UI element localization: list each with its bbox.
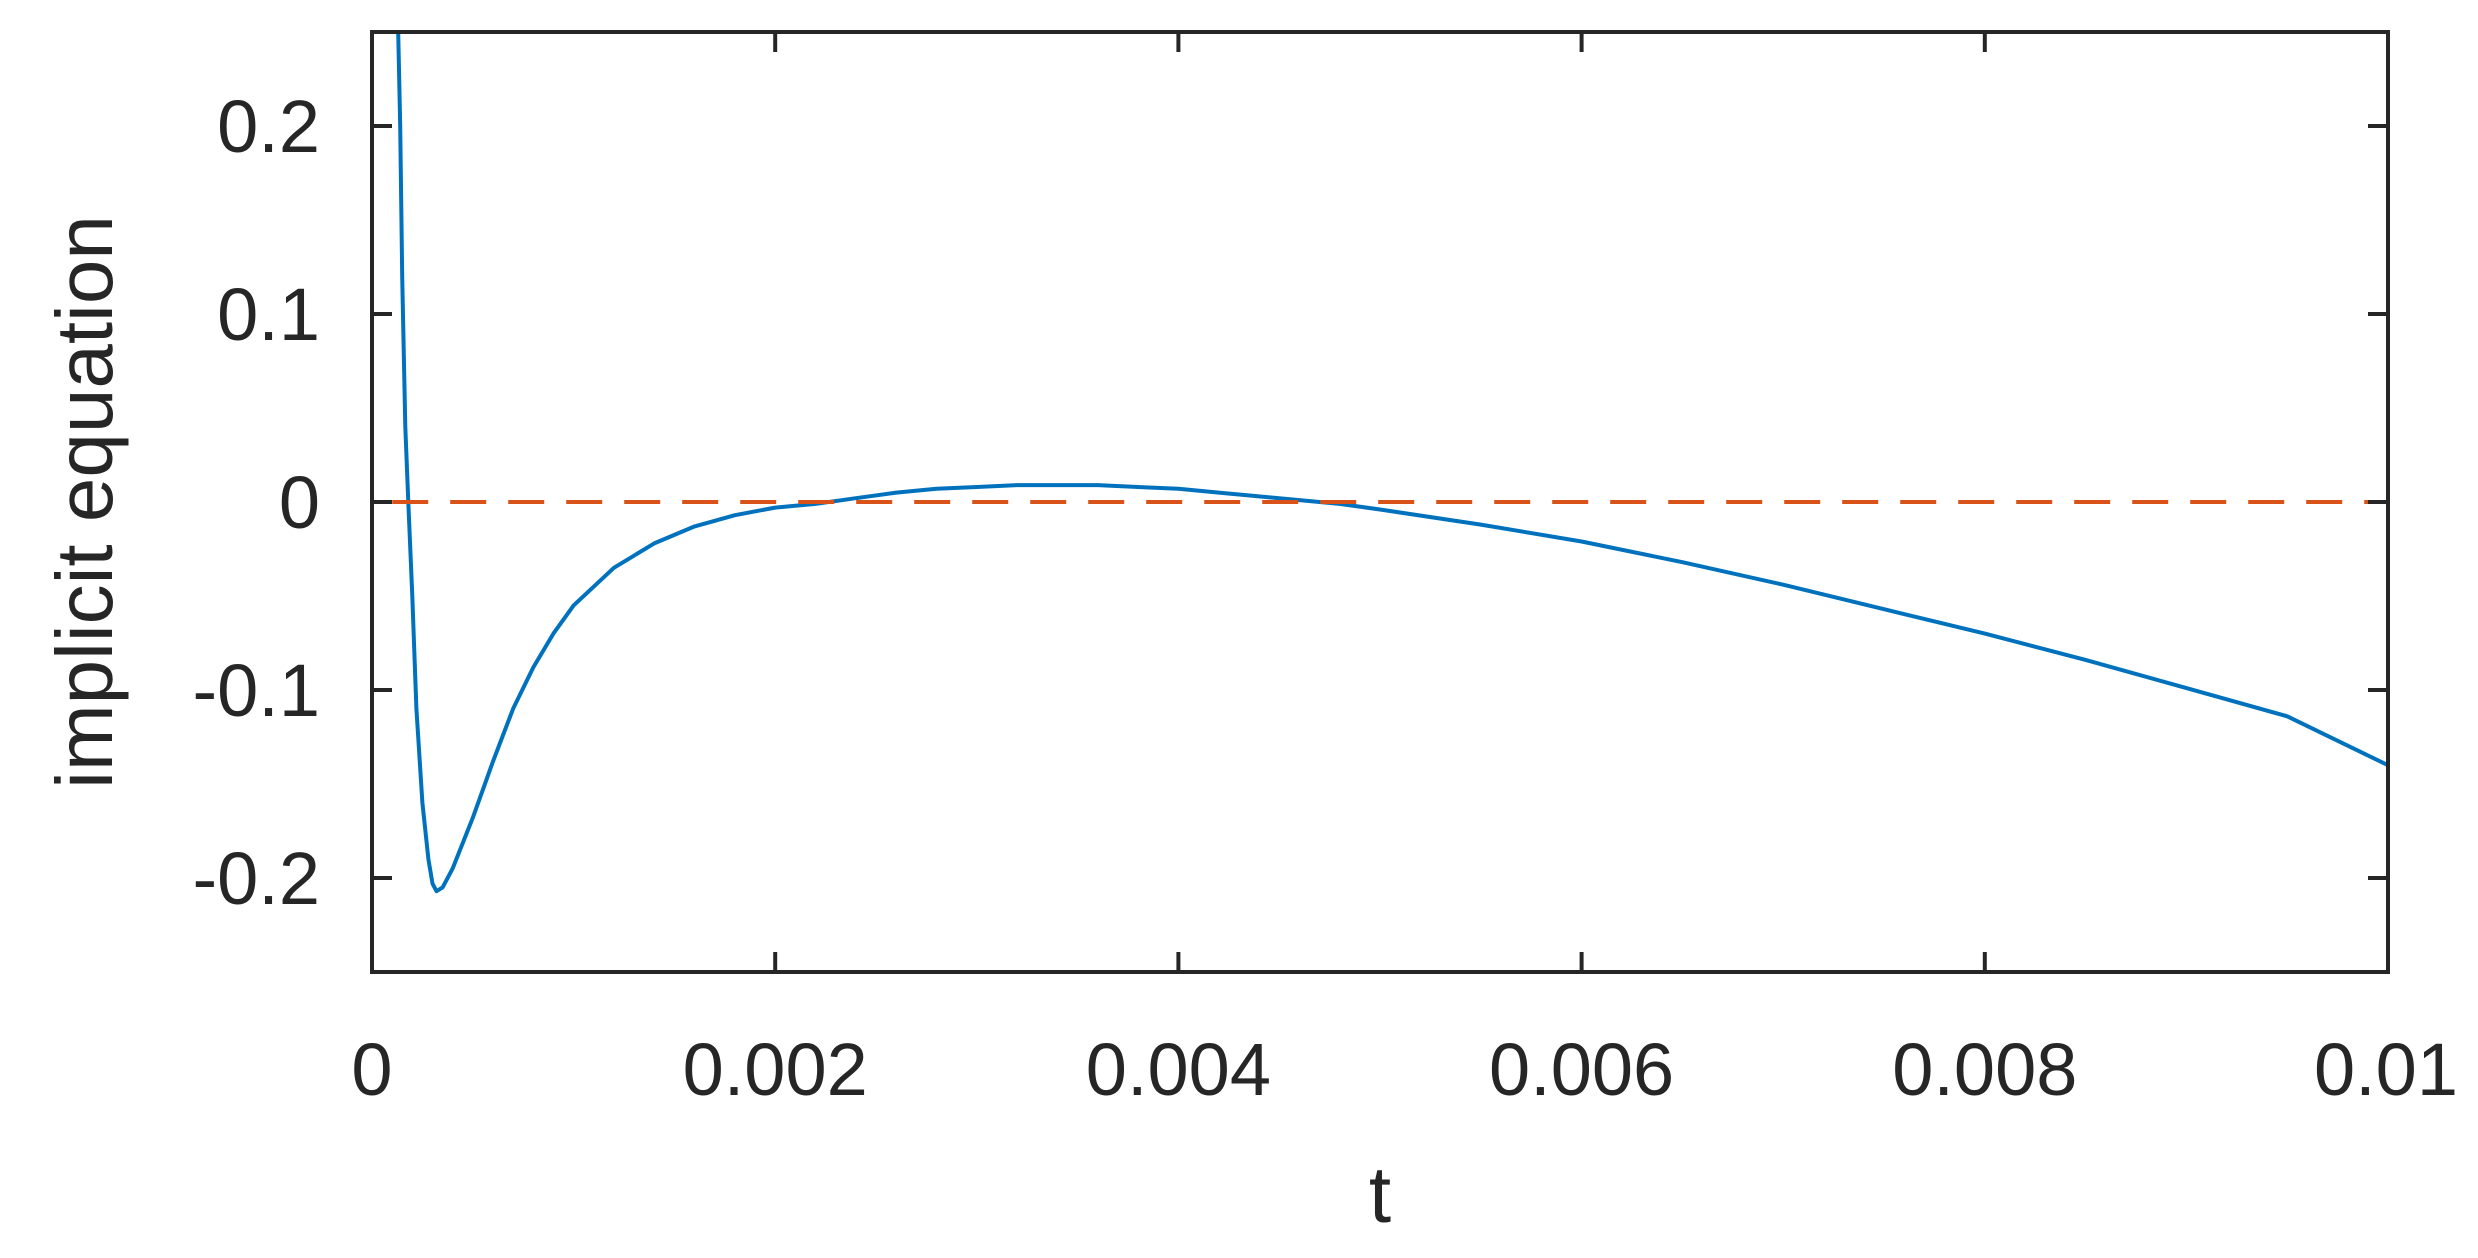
x-tick-label: 0.01 bbox=[2314, 1028, 2458, 1111]
y-tick-label: 0.2 bbox=[217, 85, 320, 168]
x-tick-label: 0.006 bbox=[1489, 1028, 1674, 1111]
y-tick-label: 0.1 bbox=[217, 273, 320, 356]
y-axis-label: implicit equation bbox=[40, 215, 129, 789]
x-axis-label: t bbox=[1369, 1150, 1391, 1239]
x-tick-label: 0 bbox=[351, 1028, 392, 1111]
y-tick-label: 0 bbox=[279, 461, 320, 544]
y-tick-label: -0.1 bbox=[192, 649, 320, 732]
y-tick-label: -0.2 bbox=[192, 837, 320, 920]
x-tick-labels: 0 0.002 0.004 0.006 0.008 0.01 bbox=[351, 1028, 2458, 1111]
x-tick-label: 0.008 bbox=[1892, 1028, 2077, 1111]
axes-box bbox=[370, 30, 2390, 974]
plot-area bbox=[392, 32, 2388, 894]
y-tick-labels: -0.2 -0.1 0 0.1 0.2 bbox=[192, 85, 320, 920]
x-tick-label: 0.002 bbox=[683, 1028, 868, 1111]
series-line-1 bbox=[396, 32, 2388, 894]
x-tick-label: 0.004 bbox=[1086, 1028, 1271, 1111]
